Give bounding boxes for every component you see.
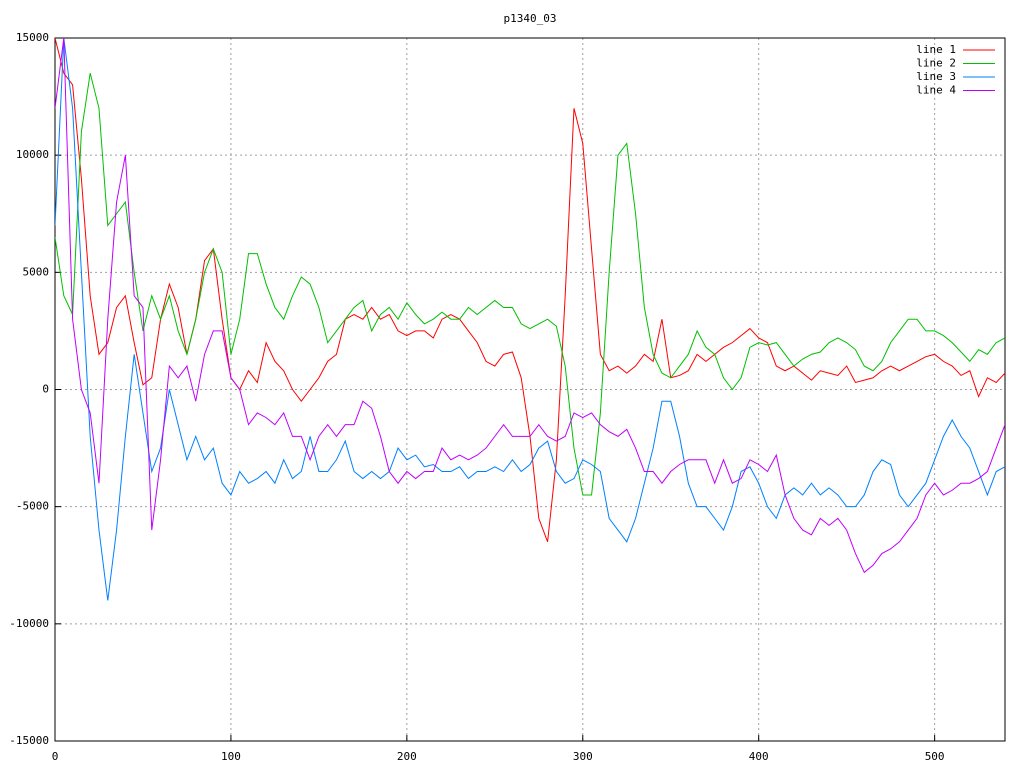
- legend-label: line 3: [916, 70, 956, 83]
- y-tick-label: -10000: [9, 617, 49, 630]
- x-tick-label: 400: [749, 750, 769, 763]
- y-tick-label: 5000: [23, 265, 50, 278]
- series-line: [55, 38, 1005, 574]
- chart-title: p1340_03: [504, 12, 557, 25]
- legend-label: line 2: [916, 57, 956, 70]
- y-tick-label: 0: [42, 383, 49, 396]
- series-line: [55, 73, 1005, 496]
- y-tick-label: 15000: [16, 31, 49, 44]
- x-tick-label: 0: [52, 750, 59, 763]
- y-tick-label: -5000: [16, 500, 49, 513]
- x-tick-label: 500: [925, 750, 945, 763]
- plot-border: [54, 37, 1006, 742]
- legend-label: line 4: [916, 84, 956, 97]
- x-tick-label: 100: [221, 750, 241, 763]
- x-tick-label: 300: [573, 750, 593, 763]
- x-tick-label: 200: [397, 750, 417, 763]
- y-tick-label: 10000: [16, 148, 49, 161]
- legend-label: line 1: [916, 43, 956, 56]
- series-line: [55, 38, 1005, 601]
- y-tick-label: -15000: [9, 734, 49, 747]
